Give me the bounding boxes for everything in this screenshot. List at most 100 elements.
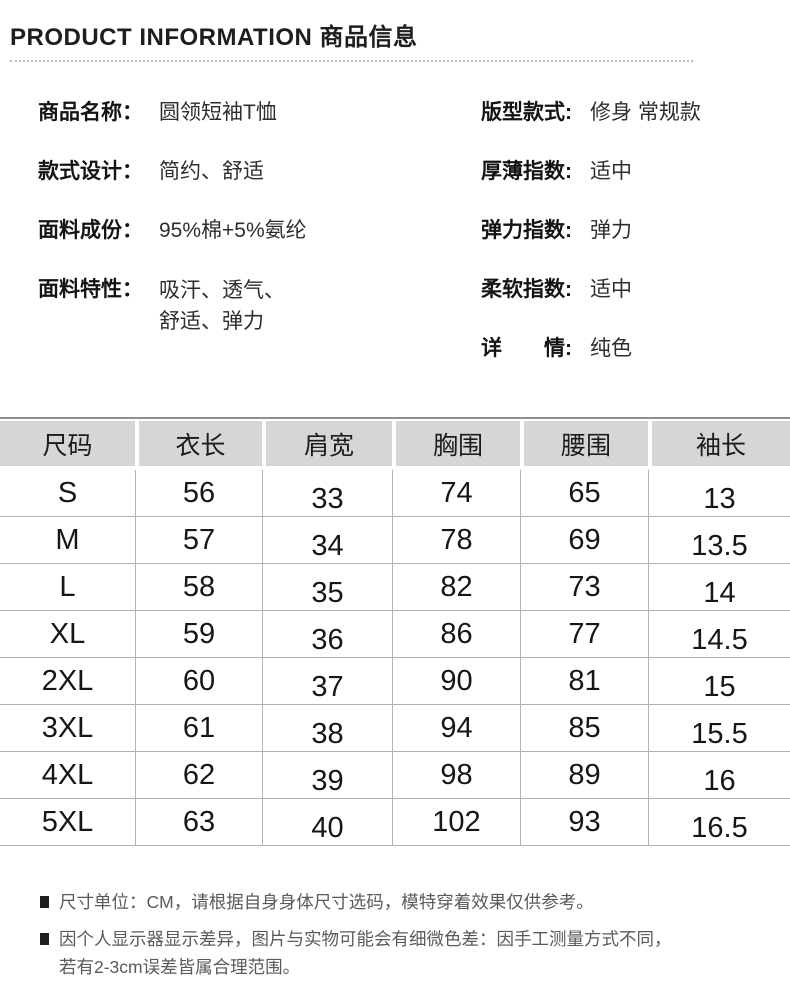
size-cell: 65 bbox=[520, 470, 648, 517]
table-row-3xl: 3XL 61 38 94 85 15.5 bbox=[0, 705, 790, 752]
attributes-left-column: 商品名称： 圆领短袖T恤 款式设计： 简约、舒适 面料成份： 95%棉+5%氨纶… bbox=[38, 98, 307, 366]
product-info-header: PRODUCT INFORMATION 商品信息 bbox=[0, 0, 790, 62]
attribute-value: 适中 bbox=[590, 278, 632, 301]
size-cell: 14.5 bbox=[648, 611, 790, 658]
size-cell: 13.5 bbox=[648, 517, 790, 564]
size-col-header: 腰围 bbox=[520, 419, 648, 470]
attribute-row-product-name: 商品名称： 圆领短袖T恤 bbox=[38, 98, 307, 128]
size-cell: 73 bbox=[520, 564, 648, 611]
size-cell: 35 bbox=[262, 564, 392, 611]
size-table: 尺码 衣长 肩宽 胸围 腰围 袖长 S 56 33 74 65 13 M 57 … bbox=[0, 417, 790, 846]
size-cell: 82 bbox=[392, 564, 520, 611]
size-cell: 90 bbox=[392, 658, 520, 705]
size-cell: 16.5 bbox=[648, 799, 790, 846]
size-cell: 62 bbox=[135, 752, 262, 799]
size-cell: 69 bbox=[520, 517, 648, 564]
attribute-value: 修身 常规款 bbox=[590, 101, 701, 124]
attribute-row-fabric-features: 面料特性： 吸汗、透气、 舒适、弹力 bbox=[38, 275, 307, 337]
size-cell: 98 bbox=[392, 752, 520, 799]
size-cell: 63 bbox=[135, 799, 262, 846]
size-col-header: 胸围 bbox=[392, 419, 520, 470]
attribute-value: 弹力 bbox=[590, 219, 632, 242]
bullet-square-icon bbox=[40, 896, 49, 908]
note-text-line: 因个人显示器显示差异，图片与实物可能会有细微色差：因手工测量方式不同， bbox=[59, 929, 672, 949]
size-cell: 34 bbox=[262, 517, 392, 564]
note-text-line: 若有2-3cm误差皆属合理范围。 bbox=[59, 957, 301, 977]
size-cell: 74 bbox=[392, 470, 520, 517]
size-col-header: 衣长 bbox=[135, 419, 262, 470]
table-row-5xl: 5XL 63 40 102 93 16.5 bbox=[0, 799, 790, 846]
note-text-line: 尺寸单位：CM，请根据自身身体尺寸选码，模特穿着效果仅供参考。 bbox=[59, 892, 594, 912]
attribute-label: 面料特性： bbox=[38, 278, 143, 301]
table-row-l: L 58 35 82 73 14 bbox=[0, 564, 790, 611]
size-col-header: 尺码 bbox=[0, 419, 135, 470]
attribute-row-elasticity-index: 弹力指数: 弹力 bbox=[481, 216, 701, 246]
size-cell: 37 bbox=[262, 658, 392, 705]
attribute-value-line: 吸汗、透气、 bbox=[159, 279, 285, 302]
size-cell: 14 bbox=[648, 564, 790, 611]
size-cell: 94 bbox=[392, 705, 520, 752]
size-cell: S bbox=[0, 470, 135, 517]
size-cell: 13 bbox=[648, 470, 790, 517]
size-cell: 58 bbox=[135, 564, 262, 611]
attribute-value: 简约、舒适 bbox=[159, 160, 264, 183]
size-col-header: 袖长 bbox=[648, 419, 790, 470]
size-col-header: 肩宽 bbox=[262, 419, 392, 470]
size-cell: 15 bbox=[648, 658, 790, 705]
attribute-label: 详 情: bbox=[481, 337, 572, 360]
attribute-label: 版型款式: bbox=[481, 101, 572, 124]
size-cell: 85 bbox=[520, 705, 648, 752]
size-cell: 40 bbox=[262, 799, 392, 846]
header-divider bbox=[10, 60, 693, 62]
size-cell: 60 bbox=[135, 658, 262, 705]
attribute-row-fit-type: 版型款式: 修身 常规款 bbox=[481, 98, 701, 128]
size-cell: 86 bbox=[392, 611, 520, 658]
size-cell: XL bbox=[0, 611, 135, 658]
page-title: PRODUCT INFORMATION 商品信息 bbox=[10, 24, 418, 51]
attribute-value: 95%棉+5%氨纶 bbox=[159, 219, 307, 242]
size-cell: L bbox=[0, 564, 135, 611]
note-item-size-unit: 尺寸单位：CM，请根据自身身体尺寸选码，模特穿着效果仅供参考。 bbox=[40, 888, 750, 916]
table-row-s: S 56 33 74 65 13 bbox=[0, 470, 790, 517]
size-cell: 3XL bbox=[0, 705, 135, 752]
size-cell: 89 bbox=[520, 752, 648, 799]
attribute-label: 商品名称： bbox=[38, 101, 143, 124]
size-cell: 81 bbox=[520, 658, 648, 705]
attributes-right-column: 版型款式: 修身 常规款 厚薄指数: 适中 弹力指数: 弹力 柔软指数: 适中 … bbox=[481, 98, 701, 393]
attribute-row-fabric-composition: 面料成份： 95%棉+5%氨纶 bbox=[38, 216, 307, 246]
attribute-value-line: 舒适、弹力 bbox=[159, 310, 264, 333]
attribute-value: 纯色 bbox=[590, 337, 632, 360]
size-cell: 39 bbox=[262, 752, 392, 799]
notes-section: 尺寸单位：CM，请根据自身身体尺寸选码，模特穿着效果仅供参考。 因个人显示器显示… bbox=[0, 888, 790, 981]
size-cell: 33 bbox=[262, 470, 392, 517]
note-text: 尺寸单位：CM，请根据自身身体尺寸选码，模特穿着效果仅供参考。 bbox=[59, 888, 594, 916]
size-cell: 57 bbox=[135, 517, 262, 564]
size-cell: 77 bbox=[520, 611, 648, 658]
size-cell: 5XL bbox=[0, 799, 135, 846]
attribute-value: 适中 bbox=[590, 160, 632, 183]
attribute-value: 圆领短袖T恤 bbox=[159, 101, 277, 124]
attribute-row-style-design: 款式设计： 简约、舒适 bbox=[38, 157, 307, 187]
size-cell: 56 bbox=[135, 470, 262, 517]
size-cell: 38 bbox=[262, 705, 392, 752]
size-cell: 78 bbox=[392, 517, 520, 564]
attribute-row-thickness-index: 厚薄指数: 适中 bbox=[481, 157, 701, 187]
attribute-label: 厚薄指数: bbox=[481, 160, 572, 183]
size-cell: 4XL bbox=[0, 752, 135, 799]
attribute-label: 面料成份： bbox=[38, 219, 143, 242]
size-cell: 102 bbox=[392, 799, 520, 846]
attribute-value: 吸汗、透气、 舒适、弹力 bbox=[159, 275, 285, 337]
attribute-row-softness-index: 柔软指数: 适中 bbox=[481, 275, 701, 305]
size-cell: 2XL bbox=[0, 658, 135, 705]
table-row-m: M 57 34 78 69 13.5 bbox=[0, 517, 790, 564]
attributes-section: 商品名称： 圆领短袖T恤 款式设计： 简约、舒适 面料成份： 95%棉+5%氨纶… bbox=[0, 62, 790, 417]
table-row-4xl: 4XL 62 39 98 89 16 bbox=[0, 752, 790, 799]
size-table-header-row: 尺码 衣长 肩宽 胸围 腰围 袖长 bbox=[0, 419, 790, 470]
attribute-label: 款式设计： bbox=[38, 160, 143, 183]
size-cell: 36 bbox=[262, 611, 392, 658]
size-cell: 15.5 bbox=[648, 705, 790, 752]
table-row-xl: XL 59 36 86 77 14.5 bbox=[0, 611, 790, 658]
size-cell: 59 bbox=[135, 611, 262, 658]
size-cell: M bbox=[0, 517, 135, 564]
